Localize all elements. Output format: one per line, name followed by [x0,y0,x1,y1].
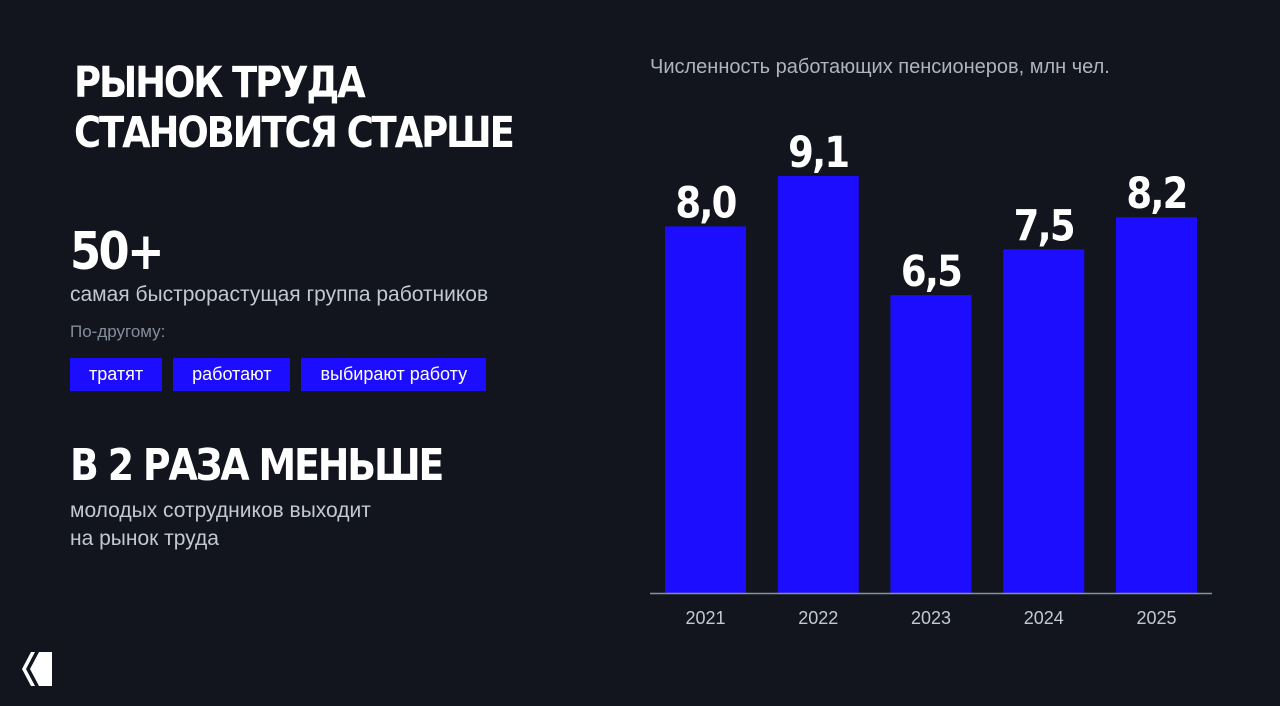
alt-label: По-другому: [70,322,166,341]
bar-value-label-2025: 8,2 [1126,170,1186,219]
bar-2025 [1116,217,1197,593]
value-labels-group: 8,0 9,1 6,5 7,5 8,2 [675,128,1188,297]
headline-line-1: РЫНОК ТРУДА [74,58,366,108]
fact2-caption: молодых сотрудников выходит на рынок тру… [70,497,371,553]
tag-list: тратят работают выбирают работу [70,358,487,391]
x-tick-label-2022: 2022 [798,608,838,628]
x-tick-label-2025: 2025 [1136,608,1176,628]
fact2-caption-line-2: на рынок труда [70,527,219,550]
fact2-headline: В 2 РАЗА МЕНЬШЕ [70,440,444,491]
bar-value-label-2024: 7,5 [1014,202,1074,251]
tag-work: работают [173,358,291,391]
stat-caption: самая быстрорастущая группа работников [70,283,489,306]
chart-title: Численность работающих пенсионеров, млн … [650,56,1110,78]
x-ticks-group: 2021 2022 2023 2024 2025 [685,608,1176,628]
headline-line-2: СТАНОВИТСЯ СТАРШЕ [74,108,515,158]
x-tick-label-2021: 2021 [685,608,725,628]
bar-value-label-2022: 9,1 [788,128,848,177]
bar-2021 [665,226,746,593]
bar-2022 [777,176,859,593]
bar-value-label-2023: 6,5 [901,248,961,297]
stat-value: 50+ [70,222,165,282]
bar-2024 [1003,249,1085,594]
headline: РЫНОК ТРУДА СТАНОВИТСЯ СТАРШЕ [74,58,515,158]
tag-spend: тратят [70,358,163,391]
fact2-caption-line-1: молодых сотрудников выходит [70,499,371,522]
x-tick-label-2023: 2023 [911,608,951,628]
bars-group [665,176,1197,594]
brand-logo-icon [22,652,52,686]
x-tick-label-2024: 2024 [1024,608,1064,628]
tag-choose-job: выбирают работу [301,358,487,391]
bar-value-label-2021: 8,0 [675,179,735,228]
bar-2023 [890,295,972,593]
